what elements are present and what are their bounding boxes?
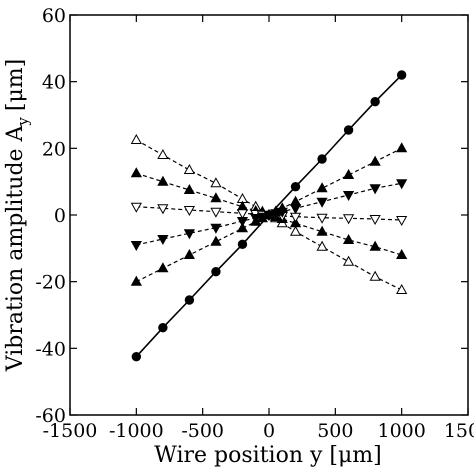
series-2-point xyxy=(210,192,222,203)
series-4-point xyxy=(210,223,222,234)
series-4-point xyxy=(130,241,142,252)
series-4-point xyxy=(396,179,408,190)
series-5-point xyxy=(396,142,408,153)
series-2-point xyxy=(130,167,142,178)
series-0-point xyxy=(343,125,354,135)
series-1-point xyxy=(316,240,328,251)
series-4-point xyxy=(316,197,328,208)
series-5-point xyxy=(130,275,142,286)
series-0-point xyxy=(290,181,301,192)
series-4-point xyxy=(369,184,381,195)
series-5-point xyxy=(316,182,328,193)
series-2-point xyxy=(369,240,381,251)
y-tick-label: 0 xyxy=(54,205,66,227)
series-2-point xyxy=(316,225,328,236)
series-1-point xyxy=(289,225,302,236)
y-tick-label: -60 xyxy=(35,405,66,427)
series-3-point xyxy=(130,202,142,213)
series-4-point xyxy=(183,229,195,240)
series-markers xyxy=(130,70,408,362)
series-2-point xyxy=(342,233,355,244)
y-tick-label: 20 xyxy=(42,138,66,160)
series-4-point xyxy=(236,217,249,228)
series-0-point xyxy=(211,266,221,277)
series-3-point xyxy=(396,216,408,227)
series-4-point xyxy=(157,235,169,246)
series-4-point xyxy=(289,204,302,215)
x-tick-label: -500 xyxy=(181,420,224,442)
series-5-point xyxy=(342,168,355,179)
series-3-line xyxy=(136,206,402,221)
y-tick-label: -20 xyxy=(35,272,66,294)
x-tick-label: 1500 xyxy=(444,420,474,442)
series-5-point xyxy=(236,222,249,233)
x-tick-label: 0 xyxy=(263,420,275,442)
series-5-point xyxy=(210,235,222,246)
series-0-point xyxy=(184,295,195,305)
x-tick-label: -1000 xyxy=(109,420,164,442)
series-1-point xyxy=(369,270,381,281)
series-3-point xyxy=(316,213,328,224)
series-2-point xyxy=(396,248,408,259)
series-3-point xyxy=(157,204,169,215)
series-0-point xyxy=(370,96,380,107)
series-2-line xyxy=(136,172,402,256)
series-2-point xyxy=(157,175,169,186)
y-tick-label: -40 xyxy=(35,338,66,360)
series-0-point xyxy=(317,154,327,164)
series-1-point xyxy=(130,133,142,144)
series-5-point xyxy=(369,155,381,166)
series-5-point xyxy=(183,248,195,259)
series-3-point xyxy=(342,214,355,225)
series-3-point xyxy=(289,212,302,223)
series-0-point xyxy=(237,239,248,250)
series-1-point xyxy=(342,255,355,266)
series-1-point xyxy=(210,177,222,188)
y-axis-label-main: Vibration amplitude A xyxy=(3,124,28,372)
y-axis-label-unit: [μm] xyxy=(3,59,28,111)
series-1-line xyxy=(136,139,402,291)
x-tick-label: 1000 xyxy=(377,420,425,442)
series-0-point xyxy=(131,351,142,362)
series-5-point xyxy=(157,262,169,273)
x-tick-label: -1500 xyxy=(43,420,98,442)
series-1-point xyxy=(157,148,169,159)
axis-ticks: -1500 -1000 -500 0 500 1000 1500 -60 -40 -20 0 20 40… xyxy=(35,5,474,442)
y-tick-label: 40 xyxy=(42,72,66,94)
y-axis-label: Vibration amplitude Ay [μm] xyxy=(3,59,32,372)
series-1-point xyxy=(396,283,408,294)
series-0-point xyxy=(396,70,407,80)
y-tick-label: 60 xyxy=(42,5,66,27)
series-5-point xyxy=(289,195,302,206)
series-3-point xyxy=(183,206,195,217)
series-5-point xyxy=(276,202,288,213)
x-axis-label: Wire position y [μm] xyxy=(154,443,381,468)
y-axis-label-subscript: y xyxy=(14,117,32,127)
series-2-point xyxy=(183,183,195,194)
series-3-point xyxy=(369,215,381,226)
series-3-point xyxy=(236,209,249,220)
series-3-point xyxy=(210,207,222,218)
x-tick-label: 500 xyxy=(317,420,353,442)
series-4-point xyxy=(342,191,355,202)
series-1-point xyxy=(183,163,195,174)
series-0-point xyxy=(158,322,168,333)
